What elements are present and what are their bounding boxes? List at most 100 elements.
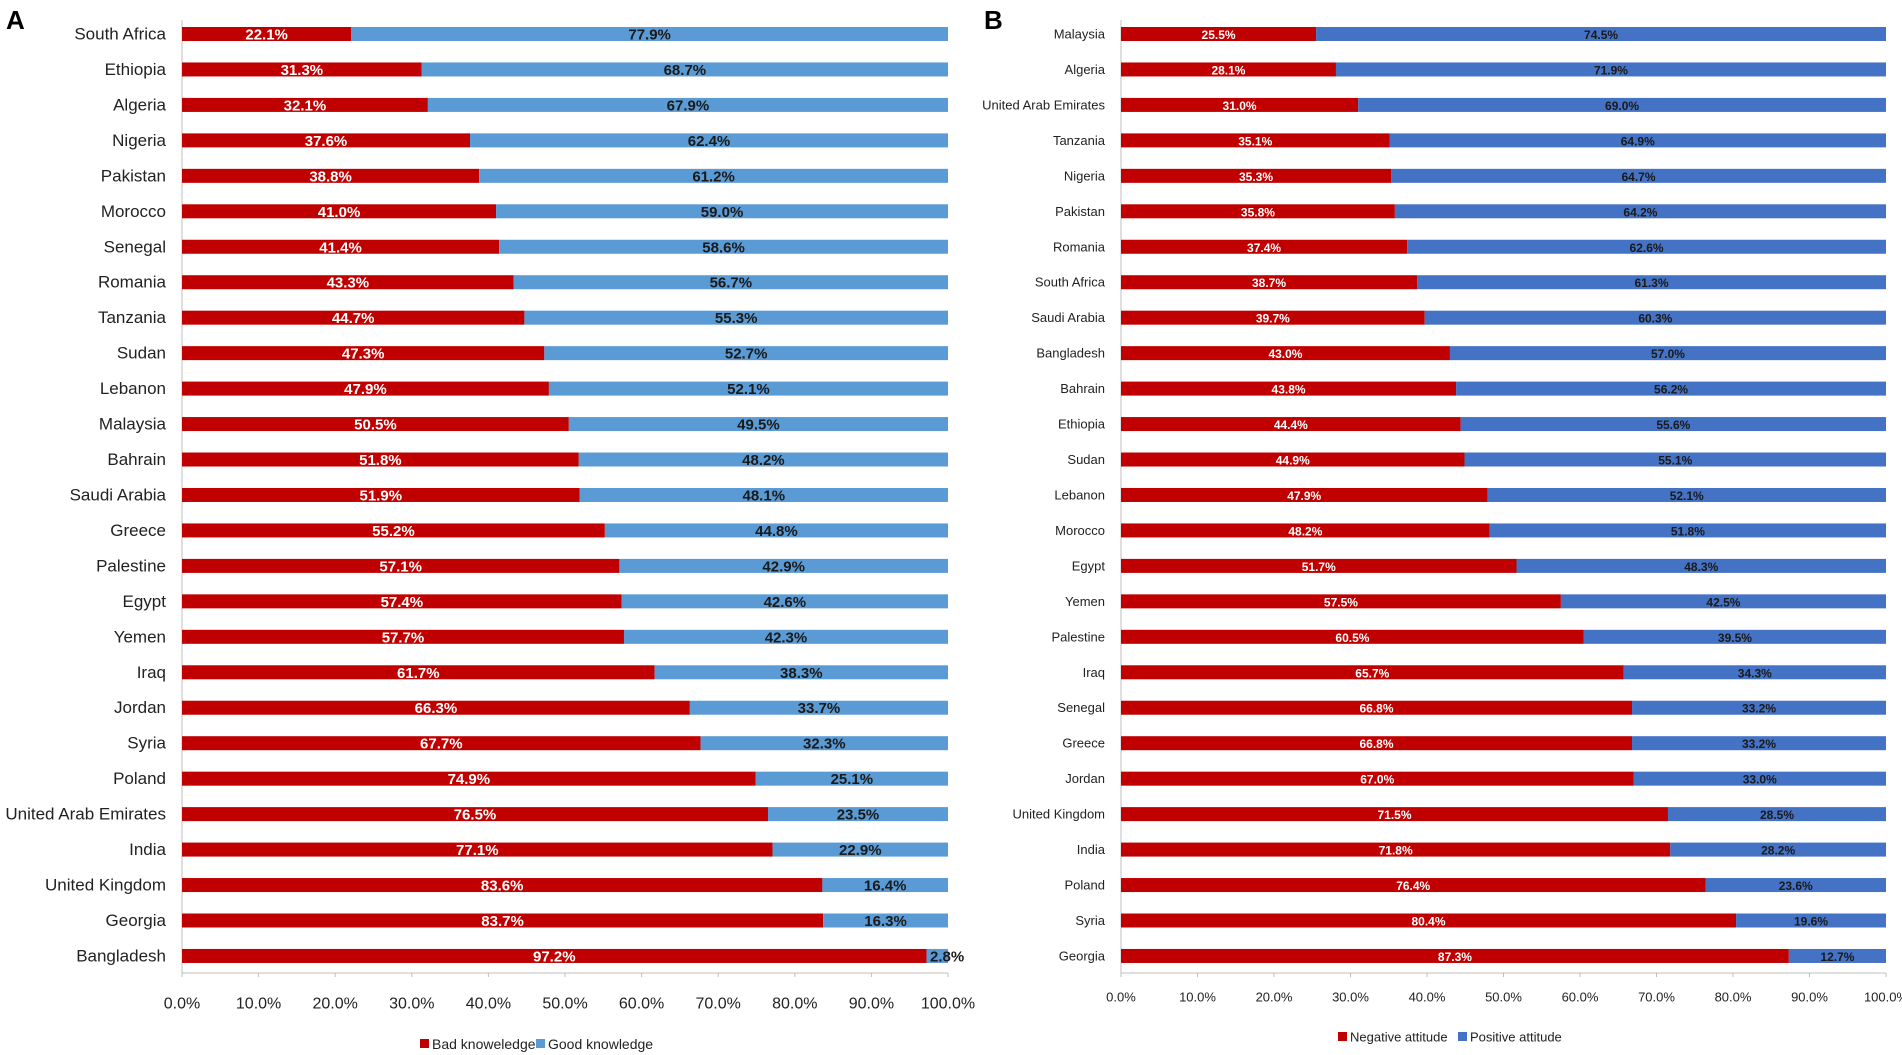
bar-segment	[182, 594, 622, 609]
bar-segment	[182, 665, 655, 680]
bar-segment	[182, 275, 514, 290]
bar-segment	[822, 878, 948, 893]
data-label: 47.9%	[344, 381, 387, 398]
bar-row: Morocco 48.2% 51.8%	[1055, 523, 1886, 538]
bar-segment	[1121, 807, 1668, 822]
data-label: 41.0%	[318, 204, 361, 221]
data-label: 50.5%	[354, 417, 397, 434]
bar-row: Tanzania 44.7% 55.3%	[98, 308, 948, 327]
bar-row: Palestine 60.5% 39.5%	[1052, 629, 1886, 645]
data-label: 67.9%	[667, 97, 710, 114]
data-label: 71.5%	[1377, 808, 1411, 822]
legend-label: Positive attitude	[1470, 1030, 1562, 1045]
data-label: 60.5%	[1335, 631, 1369, 645]
bar-row: Syria 67.7% 32.3%	[127, 734, 948, 753]
category-label: Nigeria	[112, 131, 166, 150]
data-label: 22.9%	[839, 842, 882, 859]
bar-row: Sudan 44.9% 55.1%	[1067, 452, 1886, 468]
bar-segment	[700, 736, 948, 751]
category-label: Bahrain	[107, 450, 166, 469]
x-tick-label: 20.0%	[1256, 990, 1293, 1005]
x-tick-label: 100.0%	[921, 996, 975, 1013]
data-label: 71.9%	[1594, 63, 1628, 77]
bar-segment	[772, 842, 948, 857]
bar-row: Lebanon 47.9% 52.1%	[100, 379, 948, 398]
data-label: 39.7%	[1256, 312, 1290, 326]
category-label: Algeria	[1065, 62, 1106, 77]
legend-swatch	[536, 1039, 545, 1048]
bar-segment	[1705, 878, 1886, 893]
data-label: 52.1%	[727, 381, 770, 398]
bar-segment	[479, 168, 948, 183]
bar-segment	[513, 275, 948, 290]
data-label: 48.1%	[743, 487, 786, 504]
bar-segment	[182, 97, 428, 112]
bar-segment	[182, 310, 525, 325]
bar-segment	[470, 133, 948, 148]
bar-segment	[421, 62, 948, 77]
bar-segment	[182, 700, 690, 715]
data-label: 48.3%	[1684, 560, 1718, 574]
category-label: Bahrain	[1060, 381, 1105, 396]
data-label: 32.1%	[284, 97, 327, 114]
data-label: 77.1%	[456, 842, 499, 859]
data-label: 43.3%	[327, 275, 370, 292]
bar-segment	[1121, 736, 1633, 751]
data-label: 55.2%	[372, 523, 415, 540]
bar-row: Ethiopia 44.4% 55.6%	[1058, 417, 1886, 432]
category-label: Jordan	[1065, 771, 1105, 786]
category-label: Ethiopia	[1058, 417, 1106, 432]
bar-segment	[1424, 310, 1886, 325]
category-label: Egypt	[123, 592, 167, 611]
category-label: Syria	[1075, 913, 1105, 928]
bar-segment	[182, 807, 768, 822]
category-label: Yemen	[1065, 594, 1105, 609]
panel-b-chart: B 0.0% 10.0% 20.0% 30.0% 40.0% 50.0% 60.0% 70.0%…	[982, 5, 1902, 1045]
bar-segment	[1391, 168, 1886, 183]
legend-label: Good knowledge	[548, 1036, 653, 1052]
data-label: 59.0%	[701, 204, 744, 221]
data-label: 60.3%	[1638, 312, 1672, 326]
bar-segment	[182, 133, 471, 148]
bar-row: Romania 37.4% 62.6%	[1053, 239, 1886, 255]
bar-segment	[1121, 381, 1457, 396]
legend-label: Bad knoweledge	[432, 1036, 536, 1052]
bar-row: Pakistan 38.8% 61.2%	[101, 166, 948, 185]
bar-segment	[1417, 275, 1886, 290]
category-label: Bangladesh	[76, 946, 166, 965]
bar-row: Yemen 57.7% 42.3%	[114, 627, 948, 646]
data-label: 44.4%	[1274, 418, 1308, 432]
data-label: 76.4%	[1396, 879, 1430, 893]
bar-segment	[1121, 27, 1317, 41]
bar-segment	[1121, 771, 1634, 786]
data-label: 16.3%	[864, 913, 907, 930]
bar-row: United Arab Emirates 76.5% 23.5%	[5, 805, 948, 824]
category-label: Poland	[113, 769, 166, 788]
bar-segment	[182, 417, 569, 432]
data-label: 16.4%	[864, 878, 907, 895]
x-tick-label: 10.0%	[1179, 990, 1216, 1005]
category-label: Saudi Arabia	[70, 485, 167, 504]
data-label: 43.8%	[1272, 383, 1306, 397]
bar-segment	[182, 381, 549, 396]
bar-segment	[1358, 97, 1886, 112]
bar-segment	[1667, 807, 1886, 822]
category-label: Yemen	[114, 627, 166, 646]
data-label: 77.9%	[628, 27, 671, 44]
bar-row: Bangladesh 43.0% 57.0%	[1036, 346, 1886, 361]
x-tick-label: 70.0%	[696, 996, 741, 1013]
legend-entry: Negative attitude	[1338, 1030, 1448, 1045]
legend-entry: Good knowledge	[536, 1036, 653, 1052]
category-label: Georgia	[106, 911, 167, 930]
category-label: Syria	[127, 734, 166, 753]
bar-row: Bahrain 43.8% 56.2%	[1060, 381, 1886, 397]
panel-label: B	[984, 5, 1003, 35]
data-label: 65.7%	[1355, 666, 1389, 680]
data-label: 52.7%	[725, 346, 768, 363]
bar-segment	[926, 948, 948, 963]
data-label: 64.7%	[1622, 170, 1656, 184]
category-label: India	[1077, 842, 1106, 857]
bar-row: Georgia 83.7% 16.3%	[106, 911, 948, 930]
bar-segment	[1623, 665, 1886, 680]
bar-segment	[182, 62, 422, 77]
